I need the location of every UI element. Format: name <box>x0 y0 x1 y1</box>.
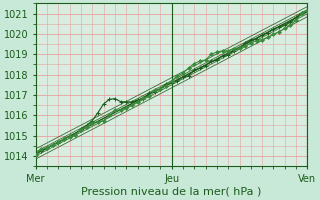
X-axis label: Pression niveau de la mer( hPa ): Pression niveau de la mer( hPa ) <box>81 187 262 197</box>
